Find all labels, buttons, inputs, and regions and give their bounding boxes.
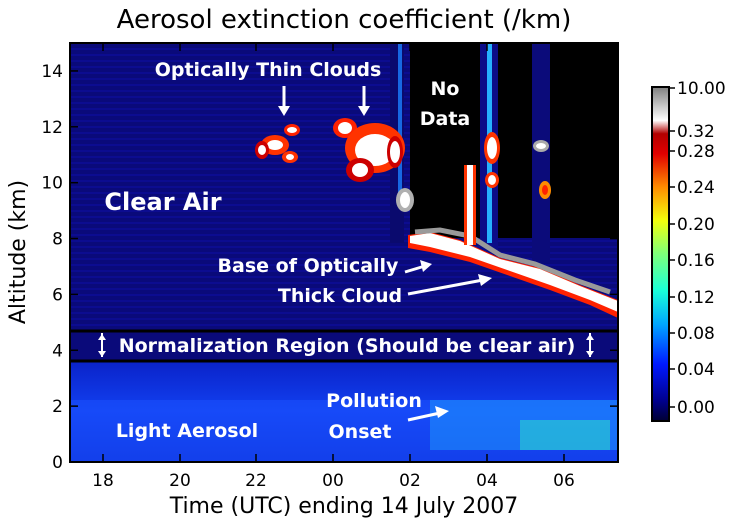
- y-tick-label: 0: [52, 453, 63, 473]
- x-axis-label: Time (UTC) ending 14 July 2007: [169, 494, 519, 519]
- y-tick-label: 14: [41, 62, 63, 82]
- annotation-no-data-line2: Data: [420, 108, 471, 130]
- annotation-arrows: [98, 86, 594, 422]
- x-tick-label: 04: [476, 471, 498, 491]
- colorbar-tick-label: 0.00: [677, 398, 715, 418]
- heatmap-field: [70, 43, 618, 462]
- chart-title: Aerosol extinction coefficient (/km): [117, 5, 572, 35]
- annotation-base-line1: Base of Optically: [218, 255, 400, 277]
- annotation-no-data-line1: No: [431, 78, 460, 100]
- y-tick-label: 2: [52, 397, 63, 417]
- colorbar-tick-label: 10.00: [677, 79, 726, 99]
- colorbar: 0.00 0.04 0.08 0.12 0.16 0.20 0.24 0.280.32 10.0…: [651, 79, 726, 422]
- x-tick-label: 02: [399, 471, 421, 491]
- y-tick-label: 6: [52, 285, 63, 305]
- annotation-light-aerosol: Light Aerosol: [116, 420, 258, 442]
- colorbar-tick-label: 0.12: [677, 288, 715, 308]
- x-tick-label: 06: [553, 471, 575, 491]
- colorbar-tick-label: 0.32: [677, 122, 715, 142]
- x-tick-label: 20: [169, 471, 191, 491]
- y-axis-label: Altitude (km): [6, 180, 31, 324]
- y-tick-label: 10: [41, 174, 63, 194]
- annotation-clear-air: Clear Air: [104, 188, 221, 216]
- annotation-normalization: Normalization Region (Should be clear ai…: [119, 335, 576, 357]
- colorbar-tick-label: 0.28: [677, 142, 715, 162]
- x-tick-label: 18: [92, 471, 114, 491]
- colorbar-tick-label: 0.08: [677, 324, 715, 344]
- annotation-thin-clouds: Optically Thin Clouds: [155, 59, 382, 81]
- colorbar-tick-label: 0.24: [677, 178, 715, 198]
- plot-frame: [69, 42, 619, 463]
- y-tick-label: 8: [52, 230, 63, 250]
- y-tick-label: 12: [41, 118, 63, 138]
- colorbar-tick-label: 0.04: [677, 360, 715, 380]
- annotation-base-line2: Thick Cloud: [278, 285, 402, 307]
- colorbar-tick-label: 0.16: [677, 251, 715, 271]
- annotation-pollution: Pollution: [326, 390, 422, 412]
- colorbar-tick-label: 0.20: [677, 215, 715, 235]
- x-axis-ticks: 18 20 22 00 02 04 06: [92, 43, 575, 491]
- y-tick-label: 4: [52, 341, 63, 361]
- x-tick-label: 22: [245, 471, 267, 491]
- annotation-onset: Onset: [329, 421, 392, 443]
- x-tick-label: 00: [322, 471, 344, 491]
- y-axis-ticks: 0 2 4 6 8 10 12 14: [41, 62, 618, 473]
